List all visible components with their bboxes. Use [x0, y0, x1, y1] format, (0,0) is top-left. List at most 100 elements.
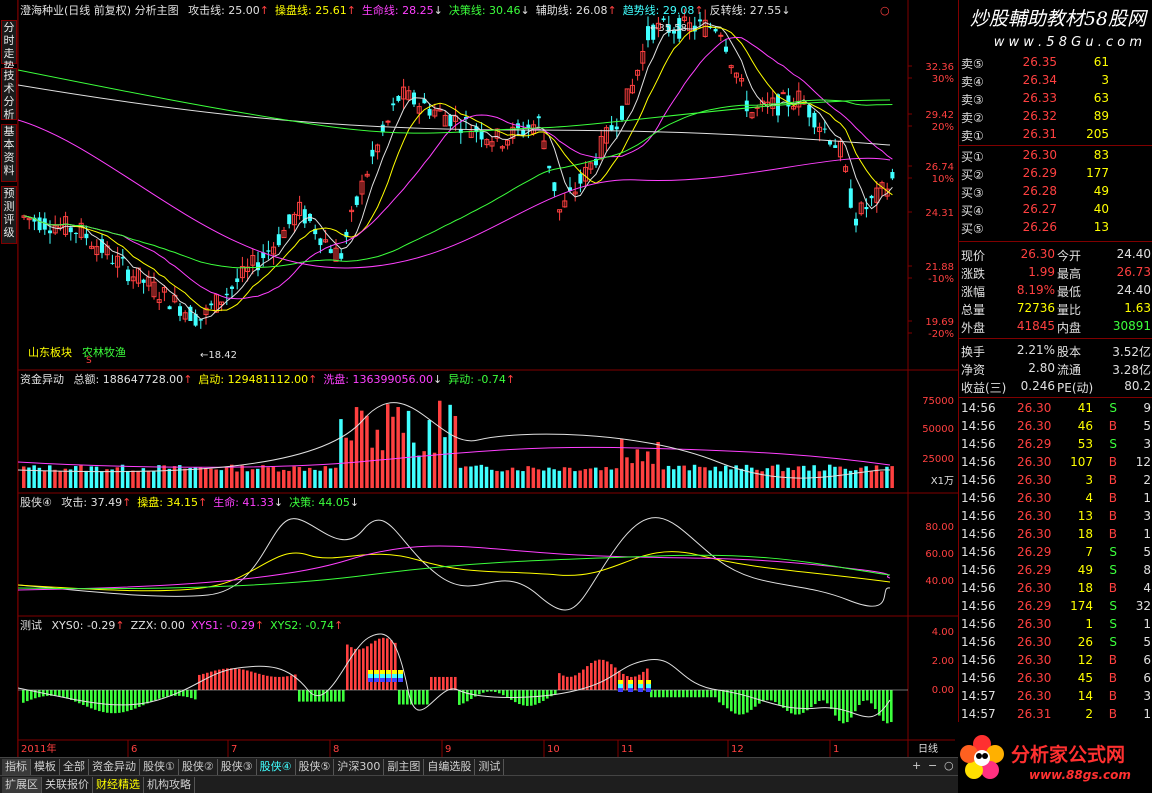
- test-histogram-bar: [182, 690, 185, 697]
- extension-tab[interactable]: 关联报价: [42, 777, 93, 793]
- test-histogram-bar: [806, 690, 809, 711]
- zoom-out-button[interactable]: −: [928, 759, 938, 772]
- tick-row[interactable]: 14:56 26.29 49 S 8: [959, 562, 1152, 580]
- indicator-tab[interactable]: 股侠①: [140, 759, 179, 775]
- indicator-tab[interactable]: 自编选股: [424, 759, 476, 775]
- indicator-tab[interactable]: 模板: [31, 759, 60, 775]
- tick-row[interactable]: 14:56 26.29 53 S 3: [959, 436, 1152, 454]
- volume-bar: [204, 467, 208, 488]
- volume-bar: [318, 470, 322, 488]
- tick-row[interactable]: 14:57 26.30 14 B 3: [959, 688, 1152, 706]
- tab-technical[interactable]: 技术分析: [1, 68, 17, 121]
- indicator-tab[interactable]: 股侠④: [257, 759, 296, 775]
- signal-block: [386, 678, 391, 682]
- indicator-tab[interactable]: 资金异动: [89, 759, 140, 775]
- test-histogram-bar: [218, 669, 221, 690]
- candle-body: [63, 216, 69, 235]
- bid-row[interactable]: 买④ 26.27 40: [959, 201, 1152, 219]
- ask-row[interactable]: 卖④ 26.34 3: [959, 72, 1152, 90]
- quote-row[interactable]: 外盘 41845 内盘 30891: [959, 318, 1152, 336]
- test-histogram-bar: [194, 690, 197, 700]
- test-histogram-bar: [746, 690, 749, 713]
- tick-row[interactable]: 14:56 26.30 12 B 6: [959, 652, 1152, 670]
- tab-forecast[interactable]: 预测评级: [1, 186, 17, 244]
- tick-row[interactable]: 14:56 26.30 41 S 9: [959, 400, 1152, 418]
- sector-label-industry[interactable]: 农林牧渔: [82, 346, 126, 359]
- candle-body: [42, 218, 47, 230]
- tick-row[interactable]: 14:56 26.30 26 S 5: [959, 634, 1152, 652]
- candle-body: [728, 65, 734, 69]
- extension-tab[interactable]: 机构攻略: [144, 777, 195, 793]
- volume-bar: [261, 465, 265, 488]
- test-histogram-bar: [38, 690, 41, 698]
- tab-intraday[interactable]: 分时走势: [1, 20, 17, 73]
- ask-row[interactable]: 卖③ 26.33 63: [959, 90, 1152, 108]
- tick-row[interactable]: 14:56 26.30 1 S 1: [959, 616, 1152, 634]
- test-histogram-bar: [178, 690, 181, 696]
- test-histogram-bar: [558, 673, 561, 690]
- indicator-tab[interactable]: 指标: [2, 759, 31, 775]
- bid-row[interactable]: 买① 26.30 83: [959, 147, 1152, 165]
- volume-bar: [256, 468, 260, 488]
- tick-row[interactable]: 14:56 26.30 46 B 5: [959, 418, 1152, 436]
- zoom-in-button[interactable]: +: [912, 759, 922, 772]
- bid-row[interactable]: 买③ 26.28 49: [959, 183, 1152, 201]
- bid-row[interactable]: 买② 26.29 177: [959, 165, 1152, 183]
- tick-row[interactable]: 14:56 26.30 13 B 3: [959, 508, 1152, 526]
- bid-row[interactable]: 买⑤ 26.26 13: [959, 219, 1152, 237]
- extension-tab[interactable]: 财经精选: [93, 777, 144, 793]
- volume-bar: [713, 466, 718, 488]
- volume-bar: [635, 449, 640, 488]
- sector-label-region[interactable]: 山东板块: [28, 346, 72, 359]
- test-header-item: XYS0: -0.29: [51, 619, 116, 632]
- quote-row[interactable]: 现价 26.30 今开 24.40: [959, 246, 1152, 264]
- extension-tab[interactable]: 扩展区: [2, 777, 42, 793]
- test-histogram-bar: [710, 690, 713, 698]
- tick-side: S: [1109, 635, 1117, 649]
- chart-canvas[interactable]: 32.3630%29.4220%26.7410%24.3121.88-10%19…: [18, 0, 958, 757]
- tick-row[interactable]: 14:56 26.29 7 S 5: [959, 544, 1152, 562]
- test-histogram-bar: [526, 690, 529, 706]
- ask-row[interactable]: 卖② 26.32 89: [959, 108, 1152, 126]
- fund-row[interactable]: 换手 2.21% 股本 3.52亿: [959, 342, 1152, 360]
- tick-row[interactable]: 14:56 26.30 45 B 6: [959, 670, 1152, 688]
- test-histogram-bar: [286, 676, 289, 690]
- tab-fundamentals[interactable]: 基本资料: [1, 124, 17, 182]
- indicator-tab[interactable]: 沪深300: [334, 759, 385, 775]
- tick-row[interactable]: 14:56 26.30 3 B 2: [959, 472, 1152, 490]
- quote-row[interactable]: 涨幅 8.19% 最低 24.40: [959, 282, 1152, 300]
- volume-bar: [776, 464, 780, 488]
- tick-price: 26.30: [1017, 473, 1052, 487]
- quote-row[interactable]: 涨跌 1.99 最高 26.73: [959, 264, 1152, 282]
- volume-bar: [178, 465, 182, 488]
- tick-row[interactable]: 14:56 26.30 18 B 4: [959, 580, 1152, 598]
- tick-row[interactable]: 14:56 26.29 174 S 32: [959, 598, 1152, 616]
- candle-body: [494, 128, 500, 139]
- tick-row[interactable]: 14:56 26.30 18 B 1: [959, 526, 1152, 544]
- ask-row[interactable]: 卖⑤ 26.35 61: [959, 54, 1152, 72]
- tick-time: 14:56: [961, 491, 996, 505]
- indicator-tab[interactable]: 股侠③: [218, 759, 257, 775]
- quote-row[interactable]: 总量 72736 量比 1.63: [959, 300, 1152, 318]
- more-button[interactable]: ○: [944, 759, 954, 772]
- candle-body: [635, 69, 641, 76]
- quote-label: 现价: [961, 249, 986, 263]
- indicator-tab[interactable]: 股侠②: [179, 759, 218, 775]
- indicator-tab[interactable]: 全部: [60, 759, 89, 775]
- fund-row[interactable]: 收益(三) 0.246 PE(动) 80.2: [959, 378, 1152, 396]
- indicator-tab[interactable]: 股侠⑤: [296, 759, 335, 775]
- volume-bar: [495, 470, 499, 488]
- test-histogram-bar: [398, 690, 401, 705]
- tick-side: B: [1108, 419, 1117, 433]
- indicator-tab[interactable]: 副主图: [384, 759, 425, 775]
- volume-bar: [687, 470, 692, 488]
- indicator-tab[interactable]: 测试: [475, 759, 505, 775]
- tick-time: 14:56: [961, 437, 996, 451]
- tick-row[interactable]: 14:56 26.30 4 B 1: [959, 490, 1152, 508]
- fund-row[interactable]: 净资 2.80 流通 3.28亿: [959, 360, 1152, 378]
- ask-row[interactable]: 卖① 26.31 205: [959, 126, 1152, 144]
- close-chart-icon[interactable]: ○: [880, 4, 890, 17]
- test-histogram-bar: [570, 676, 573, 690]
- tick-row[interactable]: 14:57 26.31 2 B 1: [959, 706, 1152, 724]
- tick-row[interactable]: 14:56 26.30 107 B 12: [959, 454, 1152, 472]
